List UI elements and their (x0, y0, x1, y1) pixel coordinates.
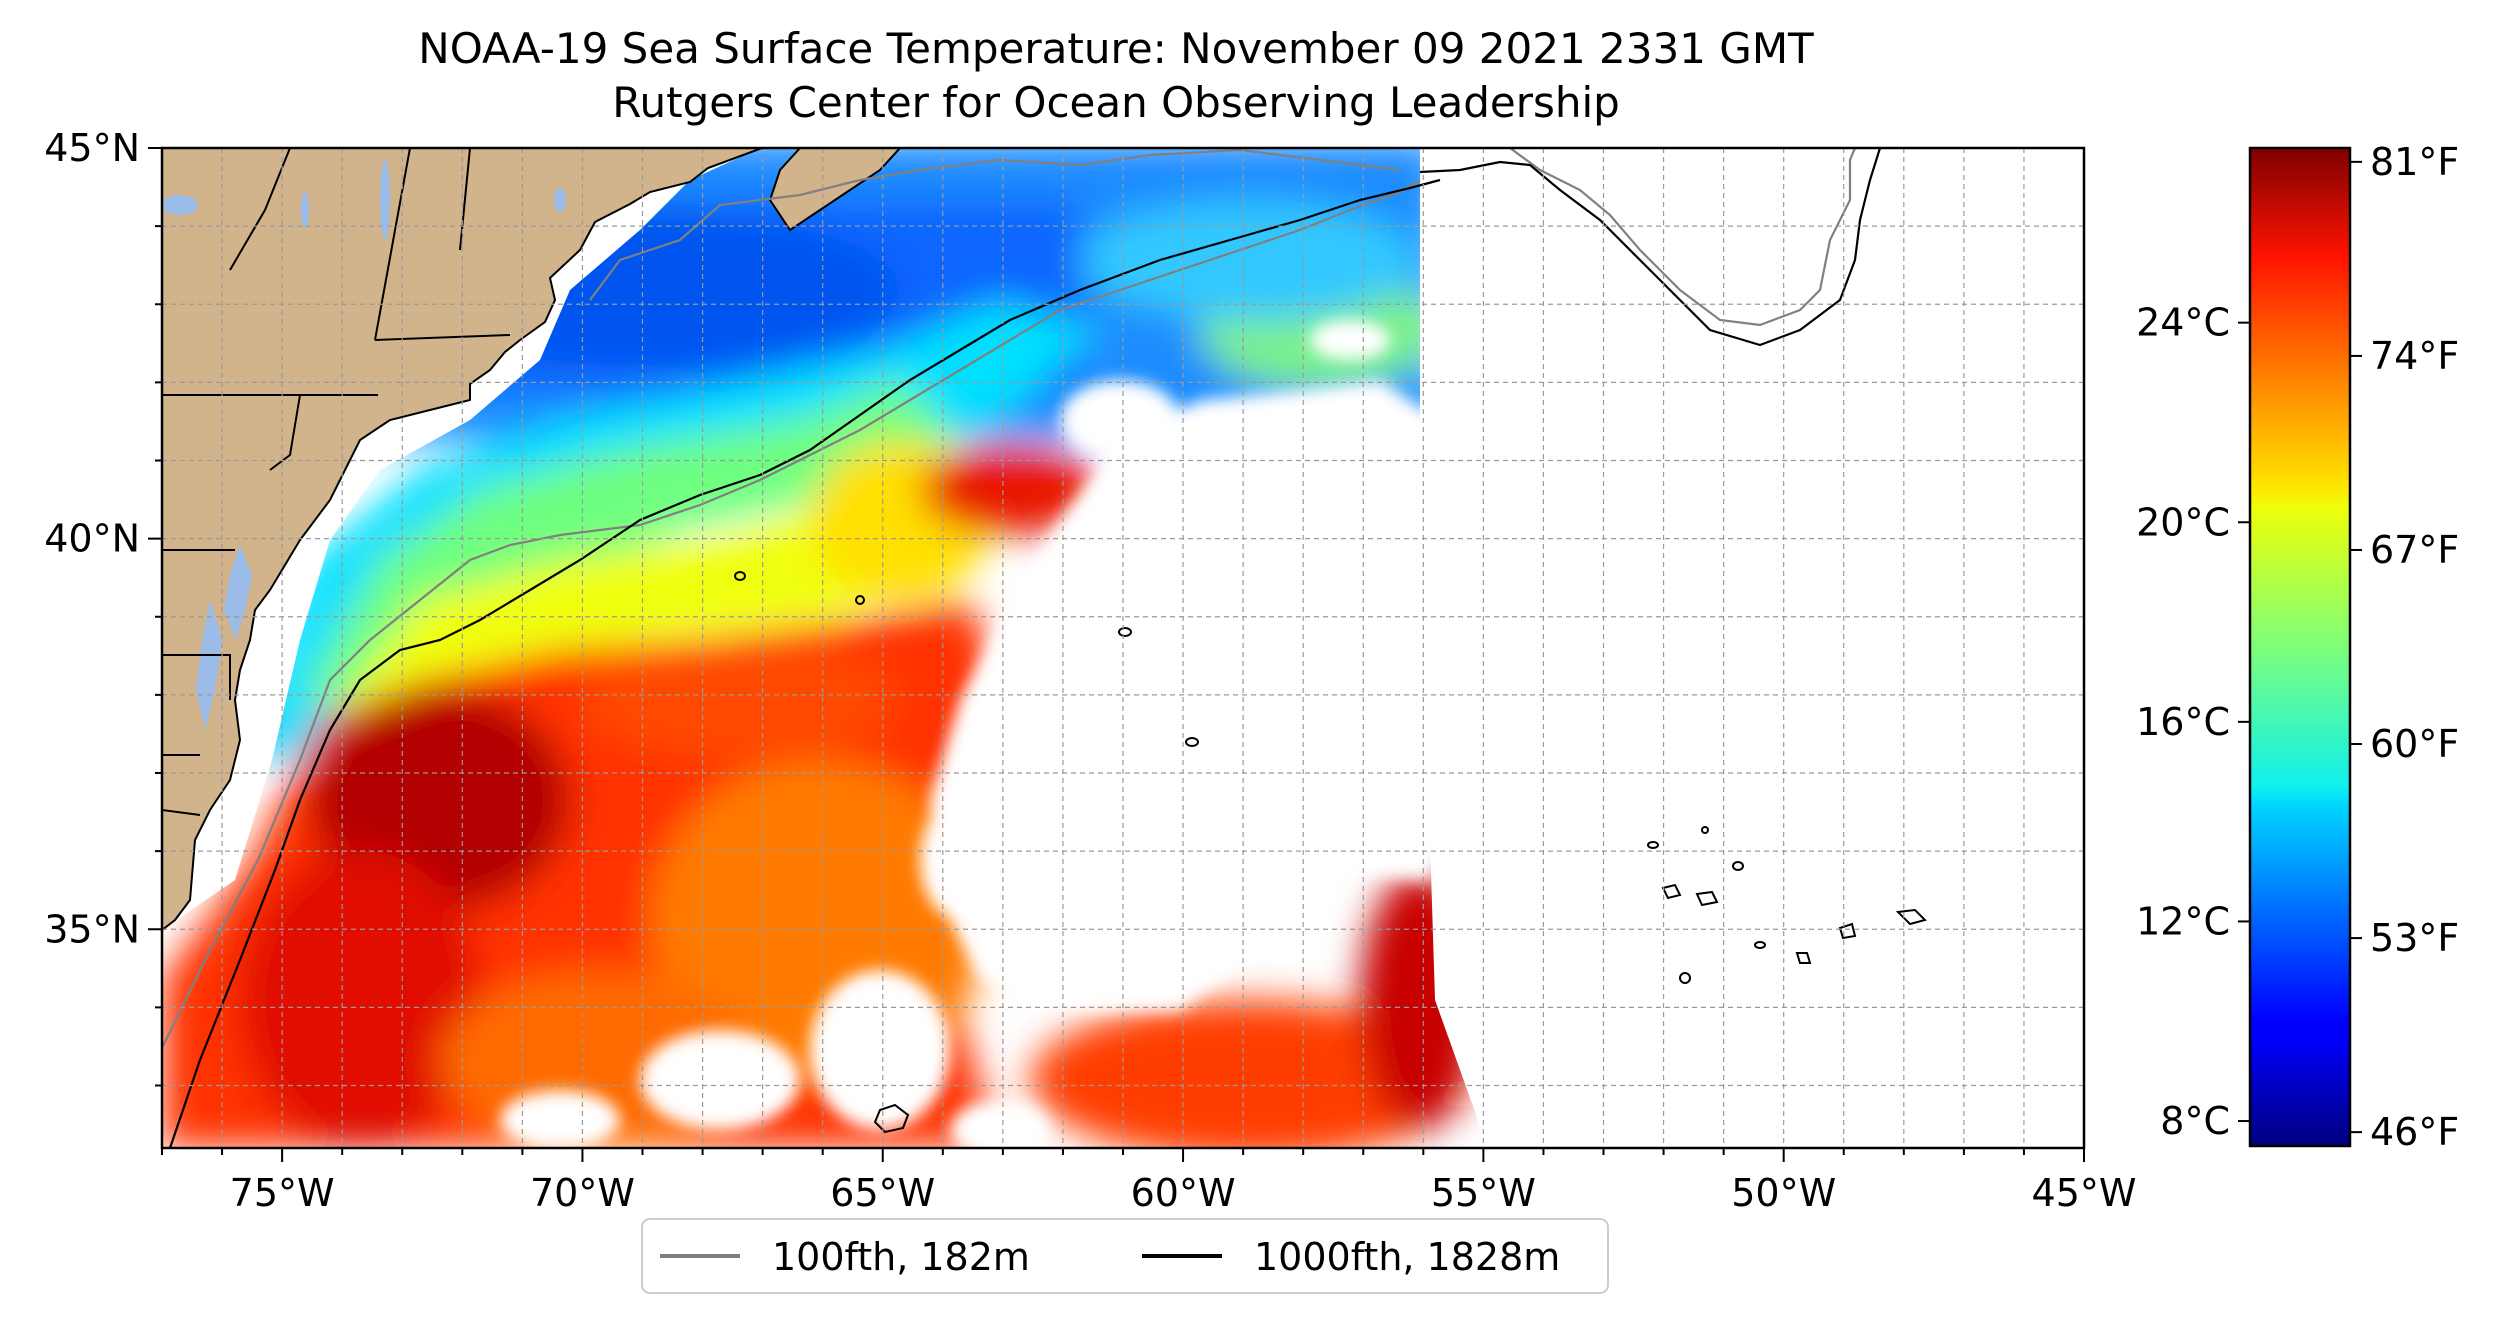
islands (734, 571, 1927, 1134)
celsius-tick-label: 20°C (2136, 500, 2230, 544)
lon-tick-label: 45°W (2032, 1171, 2137, 1215)
contour-1000fth (168, 178, 1441, 1148)
lat-tick-label: 40°N (44, 517, 140, 561)
fahrenheit-tick-label: 46°F (2370, 1110, 2459, 1154)
legend-label-1000fth: 1000fth, 1828m (1254, 1235, 1560, 1279)
contour-100fth (162, 179, 1421, 1049)
lon-tick-label: 75°W (230, 1171, 335, 1215)
celsius-tick-label: 24°C (2136, 301, 2230, 345)
lat-tick-label: 35°N (44, 907, 140, 951)
lon-tick-label: 65°W (830, 1171, 935, 1215)
contour-100fth-grand-banks (1509, 148, 1857, 327)
sst-field (162, 148, 1480, 1148)
legend: 100fth, 182m 1000fth, 1828m (641, 1218, 1609, 1294)
map-title: NOAA-19 Sea Surface Temperature: Novembe… (418, 24, 1814, 73)
fahrenheit-tick-label: 53°F (2370, 916, 2459, 960)
contour-1000fth-grand-banks (1419, 148, 1882, 347)
fahrenheit-tick-label: 67°F (2370, 528, 2459, 572)
fahrenheit-tick-label: 60°F (2370, 722, 2459, 766)
colorbar: 8°C 12°C 16°C 20°C 24°C 46°F 53°F 60°F 67°F 74°F 8… (2136, 140, 2459, 1154)
map-area (160, 146, 2086, 1150)
legend-label-100fth: 100fth, 182m (772, 1235, 1030, 1279)
celsius-tick-label: 8°C (2160, 1099, 2230, 1143)
bathymetry-contours (162, 148, 1882, 1148)
celsius-tick-label: 12°C (2136, 899, 2230, 943)
map-subtitle: Rutgers Center for Ocean Observing Leade… (612, 78, 1620, 127)
contour-100fth-gulf-of-maine (589, 148, 1401, 301)
colorbar-gradient (2250, 148, 2350, 1146)
fahrenheit-tick-label: 81°F (2370, 140, 2459, 184)
colorbar-frame (2248, 146, 2352, 1148)
legend-frame (641, 1218, 1609, 1294)
map-axis-ticks: 75°W 70°W 65°W 60°W 55°W 50°W 45°W 45°N 40°N 35°N (44, 126, 2136, 1215)
lat-tick-label: 45°N (44, 126, 140, 170)
colorbar-ticks: 8°C 12°C 16°C 20°C 24°C 46°F 53°F 60°F 67°F 74°F 8… (2136, 140, 2459, 1154)
fahrenheit-tick-label: 74°F (2370, 334, 2459, 378)
celsius-tick-label: 16°C (2136, 700, 2230, 744)
lon-tick-label: 60°W (1131, 1171, 1236, 1215)
lon-tick-label: 70°W (530, 1171, 635, 1215)
lon-tick-label: 50°W (1731, 1171, 1836, 1215)
lon-tick-label: 55°W (1431, 1171, 1536, 1215)
